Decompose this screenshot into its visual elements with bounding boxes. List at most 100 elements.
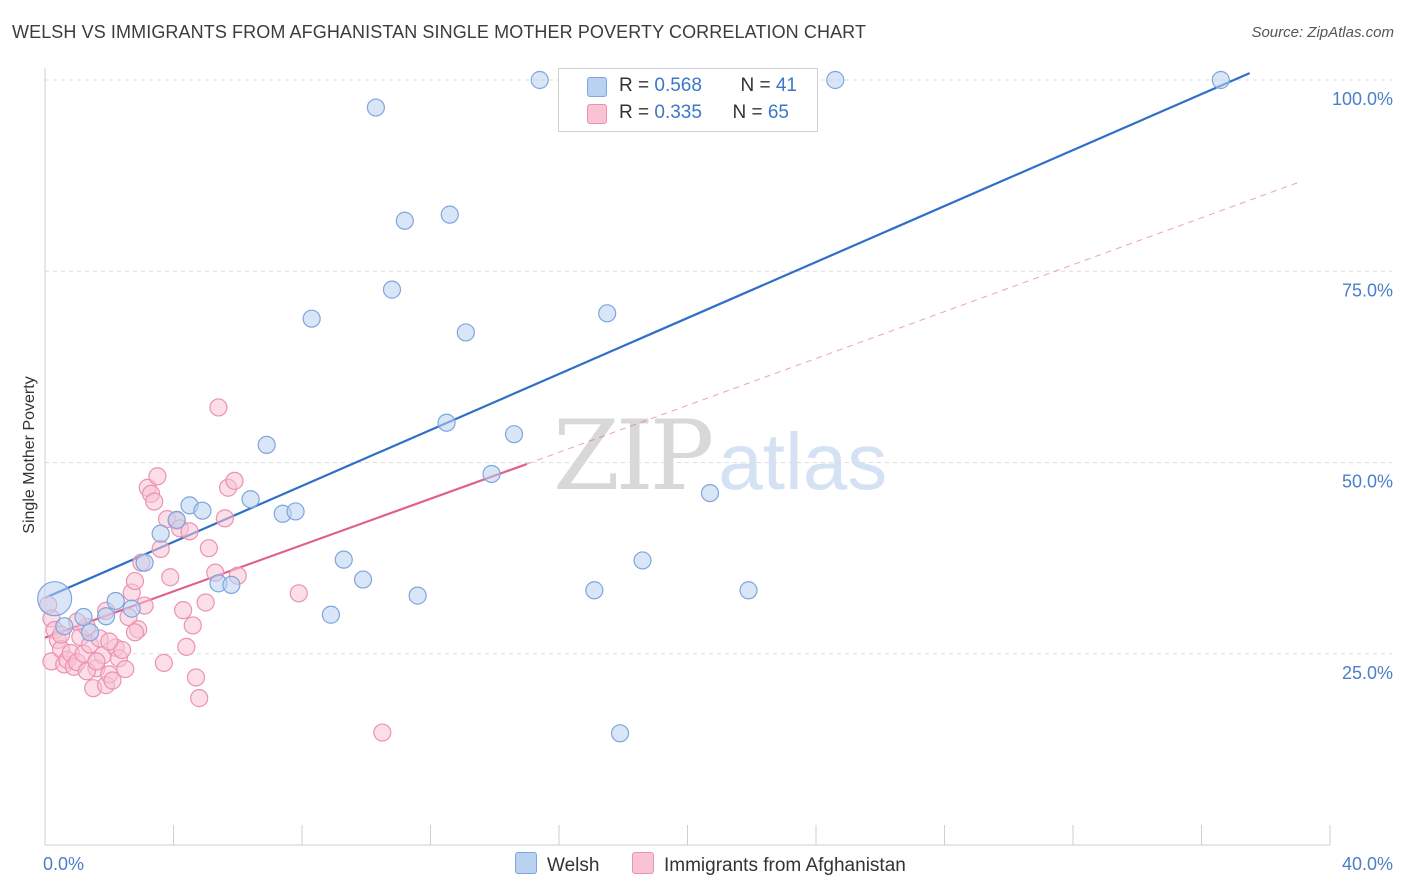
afghan-point	[186, 668, 206, 687]
welsh-point	[106, 591, 125, 611]
legend-swatch-afghan	[587, 104, 607, 124]
welsh-point	[598, 304, 617, 323]
y-axis-label: Single Mother Poverty	[21, 376, 38, 534]
welsh-trend-line	[44, 72, 1251, 599]
afghan-trend-extension	[526, 180, 1303, 465]
welsh-point	[353, 570, 373, 589]
welsh-point	[437, 413, 456, 432]
watermark-zip: ZIP	[553, 400, 714, 512]
welsh-point	[80, 623, 100, 642]
afghan-point	[103, 671, 122, 690]
afghan-point	[161, 568, 180, 587]
y-tick-label-100: 100.0%	[1332, 89, 1393, 109]
grid-lines	[45, 79, 1392, 655]
afghan-point	[177, 637, 196, 656]
watermark-atlas: atlas	[718, 417, 888, 506]
welsh-point	[504, 425, 524, 444]
tick-labels: 25.0% 50.0% 75.0% 100.0% 0.0% 40.0%	[43, 89, 1393, 874]
axes	[44, 68, 1331, 846]
legend-afghan-n-label: N =	[732, 102, 768, 123]
trend-lines	[44, 72, 1303, 639]
legend-bottom-label-welsh: Welsh	[547, 855, 600, 876]
welsh-point	[408, 586, 427, 605]
welsh-point	[257, 435, 276, 455]
welsh-point	[74, 607, 93, 627]
legend-welsh-r-label: R =	[619, 75, 655, 96]
legend-welsh-r-value: 0.568	[654, 75, 702, 96]
welsh-point	[530, 70, 549, 90]
welsh-point	[55, 617, 74, 636]
afghan-point	[180, 522, 199, 541]
data-points	[37, 70, 1230, 743]
welsh-point	[1211, 70, 1230, 90]
afghan-point	[112, 640, 132, 660]
welsh-point	[193, 501, 212, 520]
legend-bottom-swatch-welsh	[515, 852, 537, 874]
welsh-point	[739, 581, 758, 600]
afghan-point	[174, 601, 193, 620]
afghan-point	[154, 653, 173, 673]
afghan-point	[225, 471, 244, 490]
welsh-point	[122, 599, 141, 618]
y-tick-label-25: 25.0%	[1342, 663, 1393, 683]
legend-bottom-label-afghan: Immigrants from Afghanistan	[664, 855, 906, 876]
correlation-legend: R = 0.568 N = 41 R = 0.335 N = 65	[558, 68, 818, 132]
y-tick-label-75: 75.0%	[1342, 280, 1393, 300]
legend-afghan-r-label: R =	[619, 102, 655, 123]
welsh-point	[633, 551, 652, 570]
welsh-point	[302, 309, 321, 328]
afghan-point	[183, 616, 202, 635]
legend-item-welsh: Welsh	[515, 852, 599, 877]
welsh-point	[37, 581, 73, 617]
welsh-point	[482, 464, 501, 484]
legend-afghan-r-value: 0.335	[654, 102, 702, 123]
legend-bottom-swatch-afghan	[632, 852, 654, 874]
welsh-point	[151, 524, 170, 543]
welsh-point	[456, 323, 475, 342]
legend-afghan-n-value: 65	[767, 102, 789, 123]
welsh-point	[366, 98, 385, 117]
afghan-point	[199, 539, 218, 558]
afghan-point	[209, 398, 228, 417]
afghan-point	[125, 571, 145, 591]
afghan-point	[100, 632, 119, 651]
legend-welsh-n-label: N =	[740, 75, 776, 96]
welsh-point	[334, 550, 353, 569]
welsh-point	[440, 205, 459, 224]
welsh-point	[700, 484, 720, 503]
afghan-point	[151, 539, 170, 559]
afghan-point	[289, 584, 308, 603]
welsh-point	[321, 605, 341, 624]
welsh-point	[826, 70, 845, 90]
afghan-point	[190, 689, 209, 708]
welsh-point	[585, 581, 604, 600]
welsh-point	[610, 724, 630, 743]
afghan-point	[145, 492, 164, 511]
afghan-point	[148, 467, 167, 486]
afghan-point	[116, 659, 135, 679]
welsh-point	[382, 280, 402, 299]
welsh-point	[135, 553, 154, 572]
chart-title: WELSH VS IMMIGRANTS FROM AFGHANISTAN SIN…	[12, 22, 867, 42]
welsh-point	[395, 211, 414, 230]
afghan-point	[125, 623, 145, 642]
afghan-trend-line	[44, 462, 528, 639]
welsh-point	[241, 490, 260, 509]
welsh-point	[167, 510, 186, 529]
afghan-point	[196, 593, 215, 612]
legend-welsh-n-value: 41	[775, 75, 797, 96]
afghan-point	[87, 652, 106, 671]
welsh-point	[222, 575, 241, 595]
x-tick-label-0: 0.0%	[43, 854, 84, 874]
afghan-point	[373, 723, 392, 742]
welsh-point	[286, 502, 305, 521]
y-tick-label-50: 50.0%	[1342, 472, 1393, 492]
afghan-point	[215, 509, 234, 528]
legend-item-afghan: Immigrants from Afghanistan	[632, 852, 906, 877]
welsh-point	[96, 607, 116, 626]
x-tick-label-40: 40.0%	[1342, 854, 1393, 874]
watermark: ZIP atlas	[553, 400, 887, 512]
legend-swatch-welsh	[587, 77, 607, 97]
source-credit: Source: ZipAtlas.com	[1251, 24, 1394, 41]
